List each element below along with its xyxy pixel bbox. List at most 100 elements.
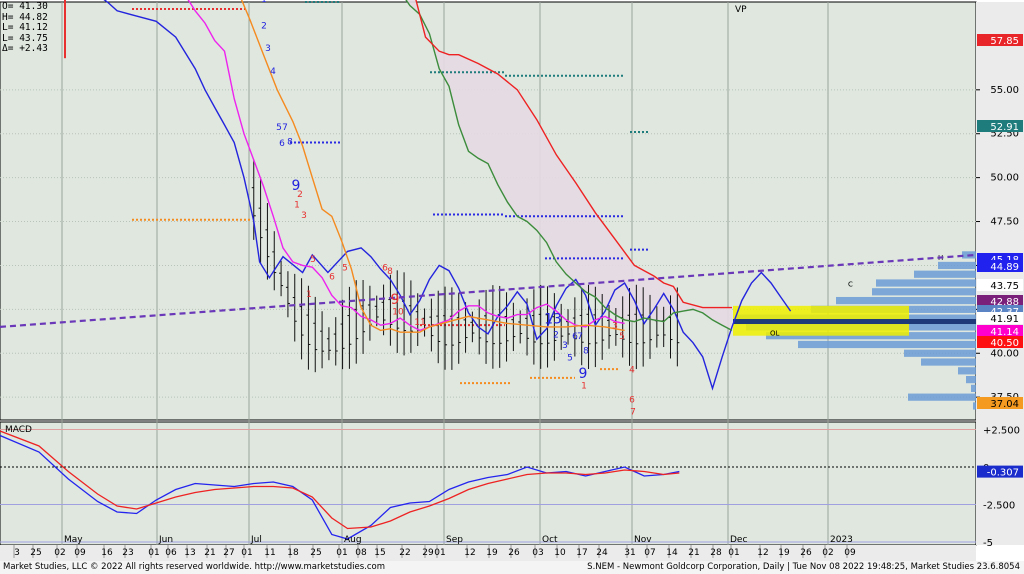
sequence-number: 1	[294, 200, 300, 210]
x-tick-label: 24	[596, 548, 608, 558]
price-series-red-line	[415, 0, 732, 309]
month-label: Dec	[730, 535, 747, 545]
month-label: Sep	[446, 535, 463, 545]
cloud-fill	[406, 0, 732, 331]
x-tick-label: 08	[355, 548, 367, 558]
macd-tick-label: +2.500	[983, 426, 1020, 437]
value-tag	[977, 397, 1023, 409]
value-tag	[977, 325, 1023, 337]
sequence-number: 3	[265, 44, 271, 54]
x-tick-label: 16	[101, 548, 113, 558]
x-tick-label: 01	[434, 548, 445, 558]
sequence-number: 6	[572, 332, 578, 342]
volume-profile-label: C	[848, 281, 853, 289]
month-label: Aug	[344, 535, 362, 545]
x-tick-label: 13	[184, 548, 195, 558]
value-tag	[977, 34, 1023, 46]
sequence-number: 9	[292, 178, 301, 194]
x-tick-label: 11	[264, 548, 275, 558]
x-tick-label: 25	[310, 548, 321, 558]
sequence-number: 7	[577, 332, 583, 342]
month-label: Jun	[158, 535, 173, 545]
sequence-number: 8	[583, 346, 589, 356]
price-value-tags: 57.8552.9145.1844.8943.7542.8842.3741.91…	[977, 34, 1023, 410]
month-label: Nov	[634, 535, 652, 545]
volume-profile-bar	[938, 261, 976, 270]
price-plot-area	[0, 1, 977, 421]
change-value: +2.43	[19, 43, 48, 55]
value-tag-text: 41.14	[990, 327, 1019, 338]
sequence-number: 9	[579, 366, 588, 382]
sequence-number: 7	[630, 408, 636, 418]
sequence-number: 1	[306, 290, 312, 300]
price-tick-label: 40.00	[990, 348, 1019, 359]
x-tick-label: 21	[204, 548, 215, 558]
vp-label: VP	[735, 5, 747, 15]
sequence-number: 5	[276, 123, 282, 133]
x-tick-label: 12	[757, 548, 768, 558]
x-tick-label: 01	[336, 548, 347, 558]
value-tag	[977, 295, 1023, 307]
month-label: Oct	[542, 535, 558, 545]
sequence-number: 6	[279, 139, 285, 149]
value-tag	[977, 312, 1023, 324]
sequence-number: 5	[310, 255, 316, 265]
x-axis: 3 25 02 09 16 23 01 06 13 21 27 01 11 18 25 01 08 15 22 29 0…	[0, 535, 976, 561]
x-tick-label: 23	[122, 548, 133, 558]
x-tick-label: 02	[54, 548, 65, 558]
price-series-orange-line	[240, 0, 625, 333]
x-tick-label: 07	[644, 548, 655, 558]
close-value: 43.75	[19, 32, 48, 44]
value-tag-text: 40.50	[990, 338, 1019, 349]
x-tick-label: 26	[508, 548, 520, 558]
x-tick-label: 01	[148, 548, 159, 558]
sequence-number: 3	[301, 211, 307, 221]
x-tick-label: 09	[844, 548, 856, 558]
sequence-number: 8	[387, 267, 393, 277]
x-tick-label: 03	[532, 548, 543, 558]
value-tag-text: 41.91	[990, 314, 1019, 325]
value-tag	[977, 120, 1023, 132]
open-value: 41.30	[19, 1, 48, 12]
x-tick-label: 18	[287, 548, 299, 558]
volume-profile-bar	[876, 279, 976, 287]
x-tick-label: 29	[422, 548, 434, 558]
volume-profile-bar	[836, 296, 976, 305]
price-series-green-line	[405, 0, 733, 332]
macd-value-tag	[977, 465, 1023, 478]
value-tag	[977, 336, 1023, 348]
x-tick-label: 02	[822, 548, 833, 558]
x-tick-label: 26	[800, 548, 812, 558]
sequence-number: 5	[567, 353, 573, 363]
value-tag	[977, 260, 1023, 272]
x-tick-label: 17	[576, 548, 587, 558]
sequence-number: 5	[619, 332, 625, 342]
x-tick-label: 15	[374, 548, 385, 558]
price-axis-area	[976, 2, 1024, 545]
value-tag-text: 43.75	[990, 281, 1019, 292]
sequence-number: 11	[414, 318, 425, 328]
month-label: 2023	[830, 535, 853, 545]
sequence-number: 2	[553, 330, 559, 340]
volume-profile-bar	[971, 384, 976, 392]
month-label: May	[64, 535, 83, 545]
x-tick-label: 01	[728, 548, 739, 558]
price-tick-label: 52.50	[990, 129, 1019, 140]
macd-label: MACD	[5, 425, 32, 435]
ohlc-readout: O= 41.30 H= 44.82 L= 41.12 L= 43.75 Δ= +…	[2, 1, 48, 55]
value-tag-text: 57.85	[990, 36, 1019, 47]
high-value: 44.82	[19, 11, 48, 23]
value-tag	[977, 279, 1023, 291]
macd-gridlines: +2.5000-2.500-5	[0, 426, 1020, 549]
value-tag-text: 37.04	[990, 399, 1019, 410]
sequence-number: 3	[562, 341, 568, 351]
macd-value-tag-text: -0.307	[987, 468, 1019, 479]
x-tick-label: 06	[165, 548, 177, 558]
status-footer: Market Studies, LLC © 2022 All rights re…	[0, 561, 1024, 574]
x-tick-label: 10	[554, 548, 566, 558]
x-tick-label: 01	[241, 548, 252, 558]
poc-band	[733, 319, 976, 325]
